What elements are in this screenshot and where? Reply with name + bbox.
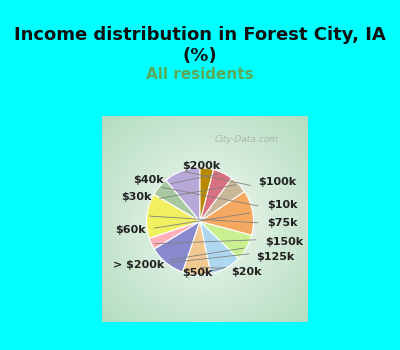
Text: > $200k: > $200k xyxy=(113,260,164,270)
Wedge shape xyxy=(200,222,238,274)
Wedge shape xyxy=(200,222,252,258)
Wedge shape xyxy=(149,222,200,249)
Text: $200k: $200k xyxy=(182,161,220,171)
Wedge shape xyxy=(182,222,211,275)
Wedge shape xyxy=(154,180,200,222)
Wedge shape xyxy=(200,168,213,222)
Wedge shape xyxy=(154,222,200,272)
Text: $100k: $100k xyxy=(259,177,297,187)
Text: $150k: $150k xyxy=(265,237,303,247)
Text: $50k: $50k xyxy=(182,268,212,278)
Text: City-Data.com: City-Data.com xyxy=(214,134,278,144)
Text: $75k: $75k xyxy=(267,218,297,229)
Text: Income distribution in Forest City, IA
(%): Income distribution in Forest City, IA (… xyxy=(14,26,386,65)
Text: $125k: $125k xyxy=(256,252,295,262)
Wedge shape xyxy=(166,168,200,222)
Wedge shape xyxy=(200,178,244,222)
Text: $40k: $40k xyxy=(133,175,164,185)
Wedge shape xyxy=(146,194,200,238)
Text: $30k: $30k xyxy=(121,192,152,202)
Text: All residents: All residents xyxy=(146,66,254,82)
Text: $20k: $20k xyxy=(231,267,261,277)
Text: $60k: $60k xyxy=(115,225,146,235)
Text: $10k: $10k xyxy=(267,200,297,210)
Wedge shape xyxy=(200,169,232,222)
Wedge shape xyxy=(200,191,254,235)
